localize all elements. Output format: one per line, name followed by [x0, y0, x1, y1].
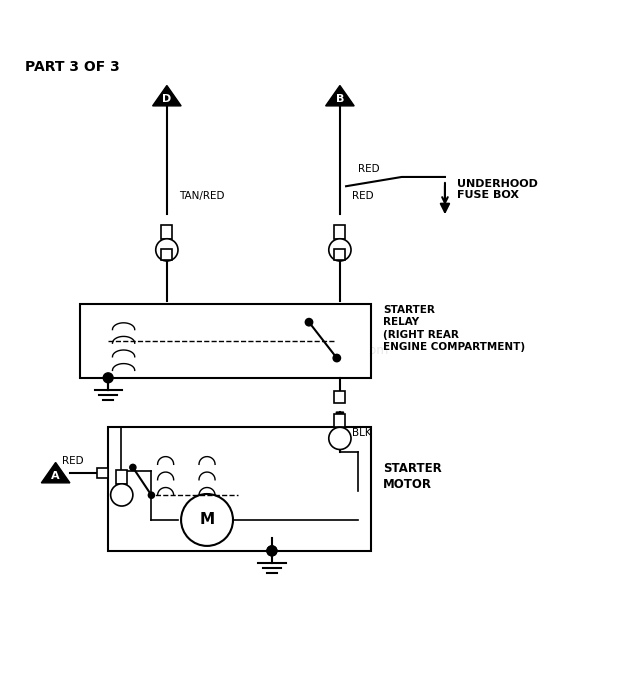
Text: UNDERHOOD
FUSE BOX: UNDERHOOD FUSE BOX [457, 178, 538, 200]
Text: B: B [336, 94, 344, 104]
Circle shape [329, 427, 351, 449]
Bar [97, 468, 108, 477]
Bar [161, 225, 172, 239]
Circle shape [267, 546, 277, 556]
Circle shape [181, 494, 233, 546]
Text: RED: RED [62, 456, 83, 466]
Bar [108, 427, 371, 551]
Circle shape [148, 492, 154, 498]
Bar [116, 470, 127, 484]
Circle shape [111, 484, 133, 506]
Bar [334, 391, 345, 402]
Text: TAN/RED: TAN/RED [179, 190, 225, 200]
Text: STARTER
RELAY
(RIGHT REAR
ENGINE COMPARTMENT): STARTER RELAY (RIGHT REAR ENGINE COMPART… [383, 304, 525, 352]
Circle shape [267, 546, 277, 556]
Bar [334, 225, 345, 239]
Text: RED: RED [352, 190, 374, 200]
Text: PART 3 OF 3: PART 3 OF 3 [25, 60, 119, 74]
Text: D: D [163, 94, 171, 104]
Bar [161, 249, 172, 260]
Bar [334, 414, 345, 427]
Text: easyautodiagnostics.com: easyautodiagnostics.com [229, 344, 389, 356]
Polygon shape [153, 85, 181, 106]
Circle shape [305, 318, 313, 326]
Circle shape [329, 239, 351, 261]
Circle shape [103, 373, 113, 383]
Bar [334, 249, 345, 260]
Circle shape [130, 464, 136, 470]
Polygon shape [41, 463, 70, 483]
Bar [80, 304, 371, 378]
Text: STARTER
MOTOR: STARTER MOTOR [383, 462, 442, 491]
Text: A: A [51, 470, 60, 481]
Text: M: M [200, 512, 214, 528]
Polygon shape [326, 85, 354, 106]
Text: BLK: BLK [352, 428, 372, 438]
Circle shape [156, 239, 178, 261]
Circle shape [333, 354, 341, 362]
Text: RED: RED [358, 164, 380, 174]
